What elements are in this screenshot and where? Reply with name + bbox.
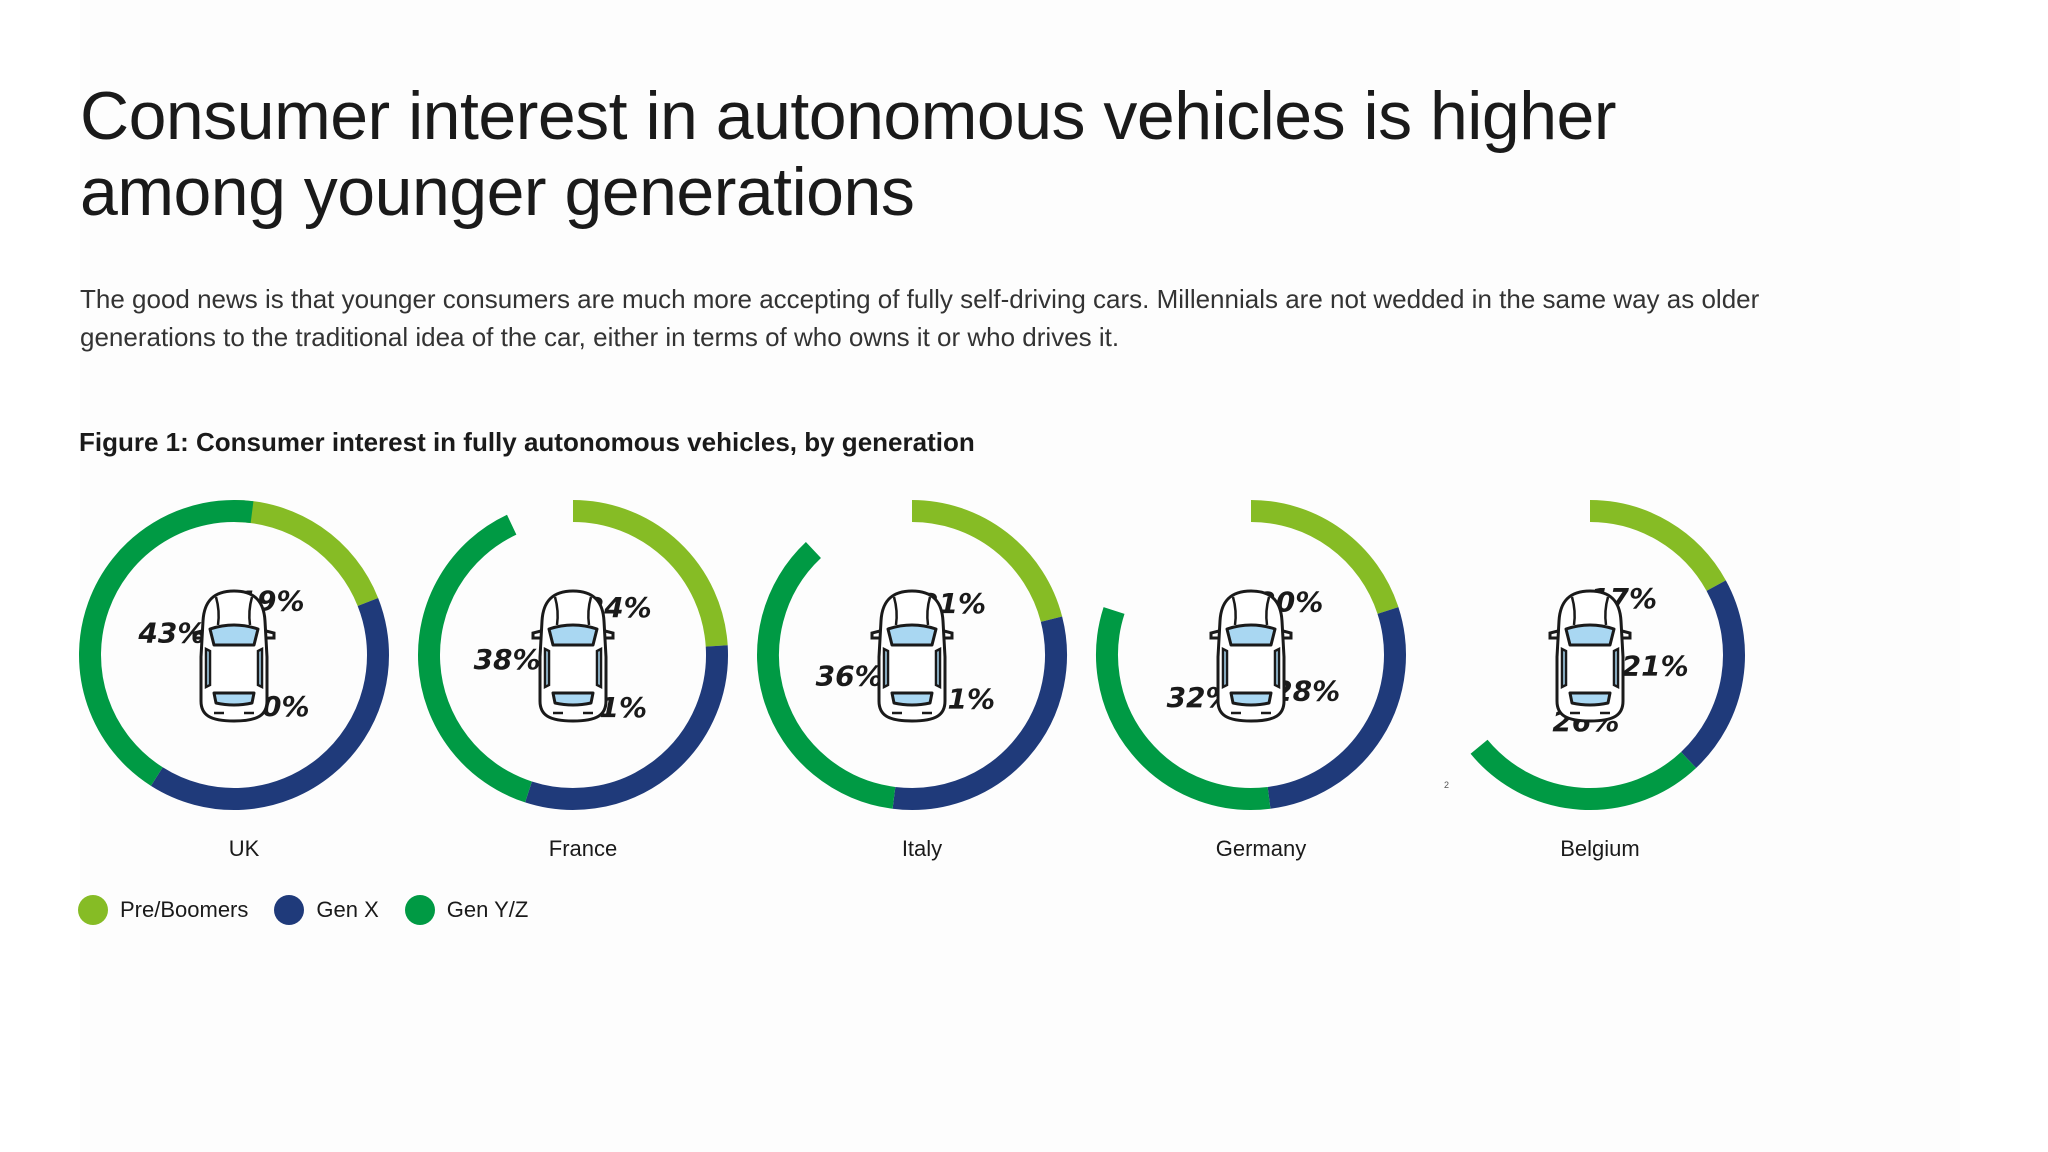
donut-belgium: 17%21%26%Belgium: [1470, 500, 1745, 861]
segment-pre-boomers: [572, 500, 728, 647]
country-label: Germany: [1216, 836, 1306, 861]
segment-gen-y-z: [757, 542, 896, 809]
legend-label: Gen Y/Z: [446, 897, 529, 922]
segment-gen-x: [892, 616, 1067, 810]
value-label-gen-y-z: 38%: [474, 643, 541, 676]
donut-france: 24%31%38%France: [418, 500, 728, 861]
car-icon: [192, 589, 276, 723]
legend-swatch-gen-yz: [404, 895, 435, 925]
country-label: UK: [229, 836, 260, 861]
donut-chart-area: 19%40%43%UK24%31%38%France21%31%36%Italy…: [79, 500, 1745, 861]
legend-item-gen-yz: Gen Y/Z: [404, 895, 529, 925]
chart-legend: Pre/Boomers Gen X Gen Y/Z: [78, 895, 554, 925]
figure-title: Figure 1: Consumer interest in fully aut…: [79, 427, 975, 457]
country-label: Italy: [902, 836, 942, 861]
legend-label: Pre/Boomers: [120, 897, 249, 922]
footnote-marker: 2: [1444, 780, 1450, 790]
legend-label: Gen X: [316, 897, 379, 922]
intro-paragraph: The good news is that younger consumers …: [80, 284, 1760, 352]
segment-pre-boomers: [911, 500, 1063, 623]
donut-germany: 20%28%32%Germany: [1096, 500, 1406, 861]
segment-gen-x: [150, 597, 389, 810]
car-icon: [1548, 589, 1632, 723]
donut-uk: 19%40%43%UK: [79, 500, 389, 861]
segment-gen-y-z: [418, 514, 532, 803]
segment-gen-x: [525, 645, 728, 810]
segment-gen-y-z: [79, 500, 254, 786]
car-icon: [531, 589, 615, 723]
segment-gen-y-z: [1470, 739, 1697, 810]
legend-item-pre-boomers: Pre/Boomers: [78, 895, 248, 925]
segment-gen-x: [1680, 580, 1745, 768]
segment-pre-boomers: [1250, 500, 1399, 615]
segment-pre-boomers: [233, 500, 379, 607]
legend-swatch-gen-x: [274, 895, 305, 925]
car-icon: [1209, 589, 1293, 723]
donut-italy: 21%31%36%Italy: [757, 500, 1067, 861]
country-label: Belgium: [1560, 836, 1639, 861]
car-icon: [870, 589, 954, 723]
segment-gen-y-z: [1096, 607, 1271, 810]
value-label-gen-y-z: 36%: [816, 659, 883, 692]
legend-swatch-pre-boomers: [78, 895, 108, 925]
legend-item-gen-x: Gen X: [274, 895, 379, 925]
country-label: France: [549, 836, 617, 861]
segment-pre-boomers: [1589, 500, 1726, 592]
value-label-gen-x: 21%: [1622, 649, 1689, 682]
segment-gen-x: [1267, 607, 1406, 809]
page-headline: Consumer interest in autonomous vehicles…: [80, 78, 1617, 230]
